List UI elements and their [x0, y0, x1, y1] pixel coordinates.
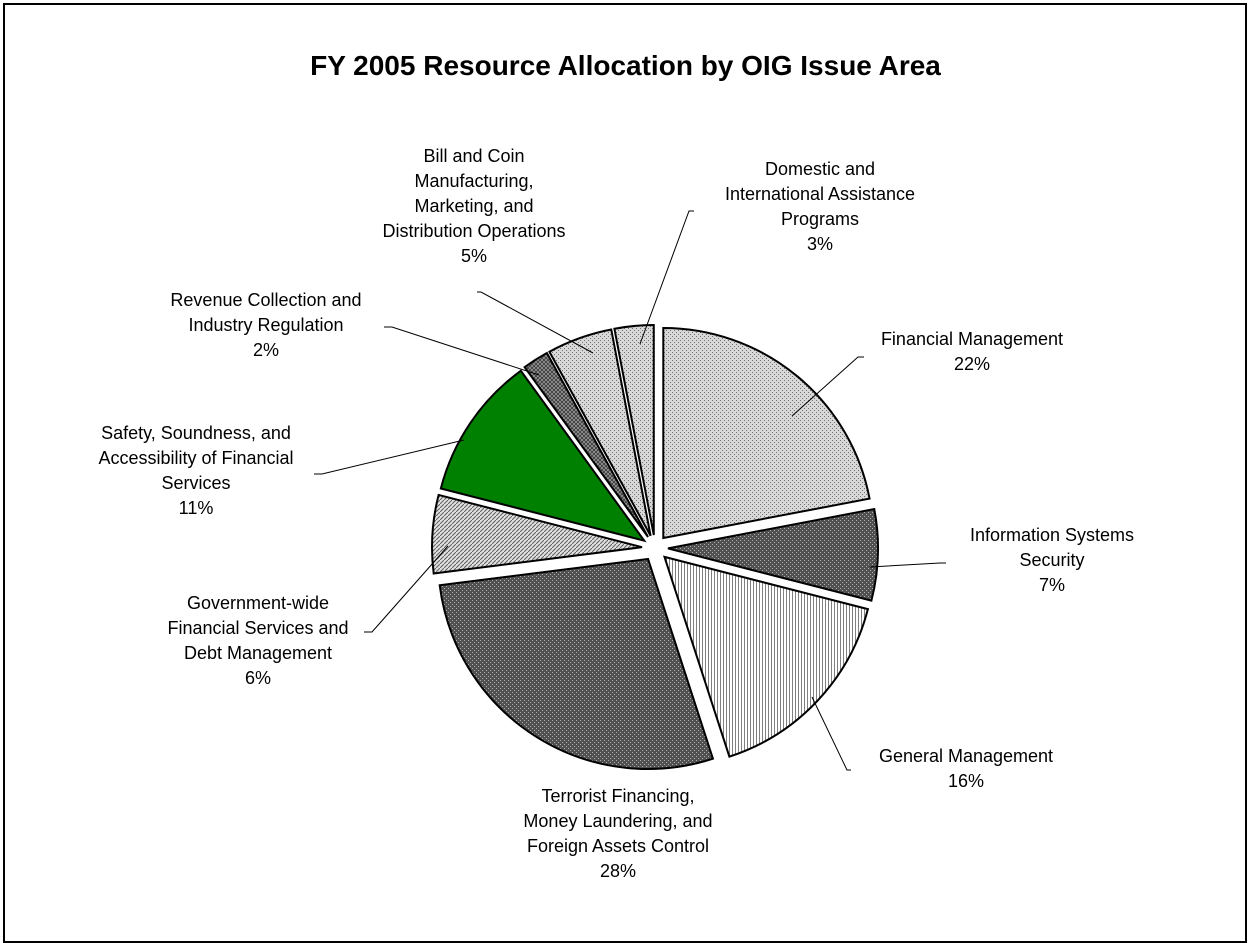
leader-line-1 — [869, 562, 946, 568]
slice-label-line: 22% — [954, 354, 990, 374]
slice-label-line: Distribution Operations — [382, 221, 565, 241]
slice-label-line: Services — [161, 473, 230, 493]
pie-slice-8 — [613, 324, 655, 536]
slice-label-line: Security — [1019, 550, 1084, 570]
slice-label-line: Marketing, and — [414, 196, 533, 216]
slice-label-line: Terrorist Financing, — [541, 786, 694, 806]
pie-slice-3 — [438, 557, 715, 770]
leader-line-8 — [639, 210, 694, 345]
slice-label-line: Safety, Soundness, and — [101, 423, 291, 443]
slice-label-line: 7% — [1039, 575, 1065, 595]
pie-slice-1 — [667, 507, 879, 602]
slice-label-line: International Assistance — [725, 184, 915, 204]
slice-label-line: Domestic and — [765, 159, 875, 179]
pie-slice-7 — [548, 328, 652, 537]
pie-slice-0 — [662, 326, 871, 540]
slice-label-6: Revenue Collection and Industry Regulatio… — [170, 290, 361, 360]
pie-slice-2 — [662, 555, 870, 758]
slice-label-1: Information Systems Security 7% — [970, 525, 1134, 595]
slice-label-line: Programs — [781, 209, 859, 229]
slice-label-line: Information Systems — [970, 525, 1134, 545]
slice-label-line: 3% — [807, 234, 833, 254]
slice-label-line: Accessibility of Financial — [98, 448, 293, 468]
slice-label-line: Industry Regulation — [188, 315, 343, 335]
slice-label-line: Manufacturing, — [414, 171, 533, 191]
slice-label-line: Bill and Coin — [423, 146, 524, 166]
slice-label-line: Government-wide — [187, 593, 329, 613]
slice-label-7: Bill and Coin Manufacturing, Marketing, an… — [382, 146, 565, 266]
slice-label-5: Safety, Soundness, and Accessibility of F… — [98, 423, 293, 518]
chart-title: FY 2005 Resource Allocation by OIG Issue… — [310, 50, 941, 81]
pie-slice-4 — [431, 493, 643, 575]
leader-line-4 — [364, 545, 449, 633]
slice-label-line: Revenue Collection and — [170, 290, 361, 310]
slice-label-line: Money Laundering, and — [523, 811, 712, 831]
leader-line-7 — [477, 291, 594, 354]
slice-label-line: 6% — [245, 668, 271, 688]
slice-label-line: 11% — [179, 498, 214, 518]
slice-label-3: Terrorist Financing, Money Laundering, an… — [523, 786, 712, 881]
leader-line-2 — [811, 696, 851, 771]
slice-label-4: Government-wide Financial Services and Deb… — [167, 593, 348, 688]
slice-label-line: 16% — [948, 771, 984, 791]
slice-label-0: Financial Management 22% — [881, 329, 1063, 374]
leader-line-0 — [791, 356, 864, 417]
slice-label-line: General Management — [879, 746, 1053, 766]
slice-label-line: Debt Management — [184, 643, 332, 663]
slice-label-line: Financial Services and — [167, 618, 348, 638]
slice-label-line: Foreign Assets Control — [527, 836, 709, 856]
slice-label-line: 2% — [253, 340, 279, 360]
slice-label-line: Financial Management — [881, 329, 1063, 349]
leader-line-6 — [384, 326, 540, 376]
pie-slice-6 — [523, 351, 649, 538]
slice-label-line: 5% — [461, 246, 487, 266]
slice-label-8: Domestic and International Assistance Prog… — [725, 159, 915, 254]
leader-line-5 — [314, 439, 465, 475]
slice-label-2: General Management 16% — [879, 746, 1053, 791]
pie-slice-5 — [439, 369, 647, 543]
slice-label-line: 28% — [600, 861, 636, 881]
